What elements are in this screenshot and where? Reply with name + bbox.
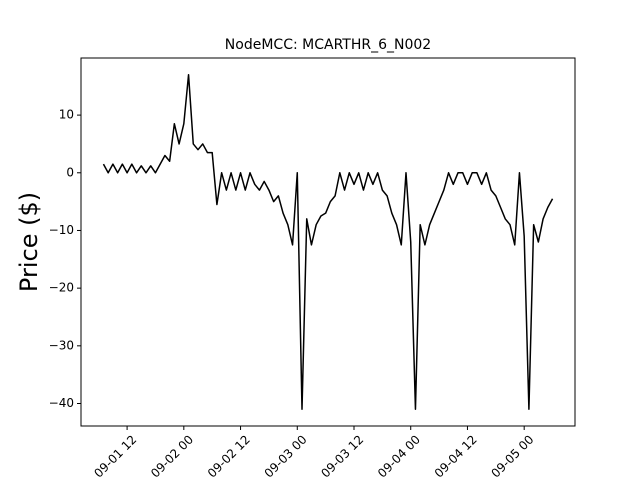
x-tick-label: 09-01 12 [91, 432, 139, 480]
y-axis-label: Price ($) [15, 192, 43, 292]
chart-title: NodeMCC: MCARTHR_6_N002 [225, 37, 431, 53]
x-tick-label: 09-02 12 [205, 432, 253, 480]
x-tick-label: 09-04 00 [375, 432, 423, 480]
y-tick-label: 0 [66, 165, 74, 179]
plot-frame [80, 57, 576, 427]
y-tick-label: −20 [49, 281, 74, 295]
x-tick-label: 09-05 00 [488, 432, 536, 480]
x-tick-label: 09-03 12 [318, 432, 366, 480]
y-tick-label: −10 [49, 223, 74, 237]
data-line [102, 73, 554, 411]
y-tick-label: 10 [59, 108, 74, 122]
x-tick-label: 09-04 12 [432, 432, 480, 480]
y-tick-label: −40 [49, 396, 74, 410]
y-tick-label: −30 [49, 338, 74, 352]
x-tick-label: 09-03 00 [262, 432, 310, 480]
x-tick-label: 09-02 00 [148, 432, 196, 480]
